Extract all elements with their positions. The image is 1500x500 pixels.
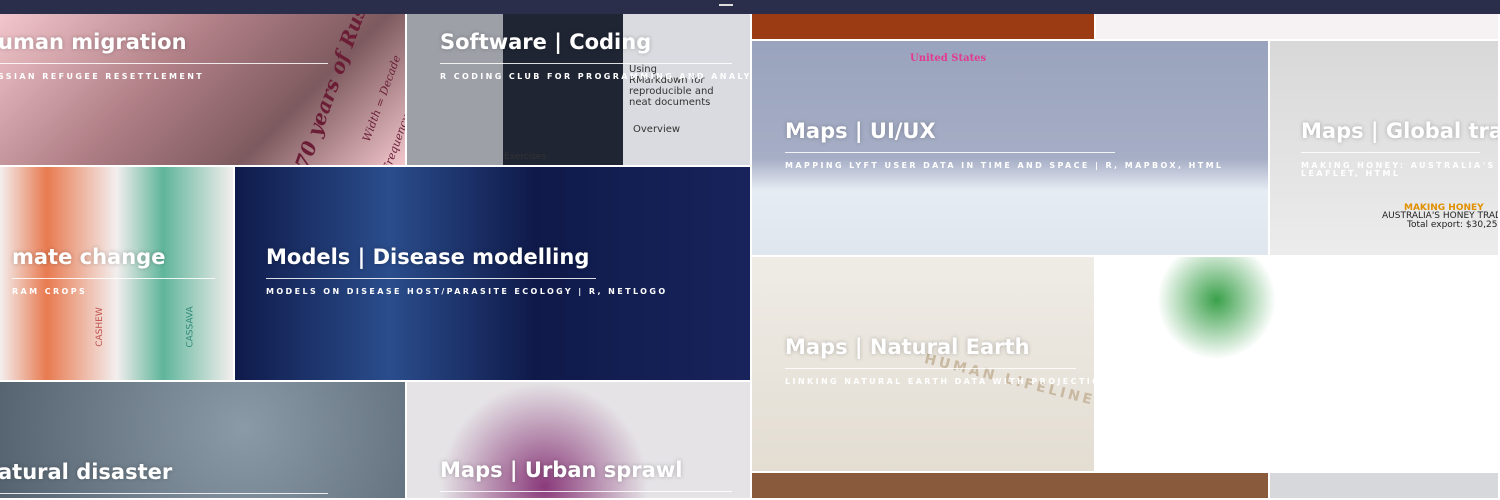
title-rule xyxy=(785,152,1115,153)
title-rule xyxy=(785,368,1076,369)
title-rule xyxy=(0,63,328,64)
tile-title[interactable]: Maps | Natural Earth xyxy=(785,335,1030,359)
project-tile[interactable]: Models | Disease modelling MODELS ON DISE… xyxy=(235,167,752,382)
project-tile[interactable]: Using RMarkdown for reproducible and nea… xyxy=(407,14,752,167)
tile-subtitle: MODELS ON DISEASE HOST/PARASITE ECOLOGY … xyxy=(266,287,668,296)
tile-title[interactable]: Software | Coding xyxy=(440,30,652,54)
tile-title[interactable]: Models | Disease modelling xyxy=(266,245,590,269)
tile-title[interactable]: Maps | Urban sprawl xyxy=(440,458,683,482)
tile-title[interactable]: Maps | UI/UX xyxy=(785,119,936,143)
tile-overlay: Maps | Urban sprawl xyxy=(440,458,732,498)
title-rule xyxy=(12,278,215,279)
image-text: MAKING HONEY xyxy=(1404,203,1484,213)
image-text: AUSTRALIA'S HONEY TRADE, 2017 xyxy=(1382,211,1498,221)
tile-overlay: Models | Disease modelling MODELS ON DISE… xyxy=(266,245,668,296)
project-tile[interactable] xyxy=(1096,14,1500,41)
tile-subtitle: SSIAN REFUGEE RESETTLEMENT xyxy=(0,72,205,81)
image-text: Total export: $30,252,952 xyxy=(1407,220,1498,230)
tile-overlay: atural disaster xyxy=(0,460,328,498)
tile-overlay: Maps | Natural Earth LINKING NATURAL EART… xyxy=(785,335,1094,386)
project-tile[interactable] xyxy=(752,473,1270,500)
image-text: Exercises xyxy=(504,152,547,162)
project-tile[interactable]: United States Maps | UI/UX MAPPING LYFT US… xyxy=(752,41,1270,257)
tile-overlay: mate change RAM CROPS xyxy=(12,245,215,296)
image-text: CASHEW xyxy=(94,307,105,347)
tile-title[interactable]: Maps | Global trade xyxy=(1301,119,1498,143)
tile-overlay: Software | Coding R CODING CLUB FOR PROGR… xyxy=(440,30,752,81)
project-tile[interactable]: CASHEW CASSAVA mate change RAM CROPS xyxy=(0,167,235,382)
project-tile[interactable]: Maps | Urban sprawl xyxy=(407,382,752,500)
title-rule xyxy=(266,278,596,279)
image-text: CASSAVA xyxy=(185,306,196,348)
project-tile[interactable]: LEAFLET, HTML MAKING HONEY AUSTRALIA'S HON… xyxy=(1270,41,1500,257)
tile-overlay: Maps | UI/UX MAPPING LYFT USER DATA IN TI… xyxy=(785,119,1223,170)
project-tile[interactable]: HUMAN LIFELINE Maps | Natural Earth LINKIN… xyxy=(752,257,1096,473)
project-tile[interactable] xyxy=(752,14,1096,41)
menu-icon[interactable] xyxy=(719,4,733,6)
image-text: Using RMarkdown for reproducible and nea… xyxy=(629,64,714,108)
image-text: Overview xyxy=(633,124,681,135)
image-text: United States xyxy=(910,53,987,64)
title-rule xyxy=(440,63,732,64)
tile-subtitle: RAM CROPS xyxy=(12,287,88,296)
top-nav xyxy=(0,0,1500,14)
project-tile[interactable] xyxy=(1270,473,1500,500)
tile-subtitle: MAKING HONEY: AUSTRALIA'S GLOBAL HO xyxy=(1301,161,1498,170)
tile-subtitle: R CODING CLUB FOR PROGRAMMING AND ANALYS… xyxy=(440,72,752,81)
title-rule xyxy=(1301,152,1480,153)
title-rule xyxy=(440,491,732,492)
tile-overlay: uman migration SSIAN REFUGEE RESETTLEMENT xyxy=(0,30,328,81)
tile-title[interactable]: mate change xyxy=(12,245,166,269)
tile-title[interactable]: atural disaster xyxy=(0,460,173,484)
project-tile[interactable]: 70 years of Russian refugee resettlement… xyxy=(0,14,407,167)
image-text: LEAFLET, HTML xyxy=(1301,169,1401,178)
title-rule xyxy=(0,493,328,494)
tile-subtitle: MAPPING LYFT USER DATA IN TIME AND SPACE… xyxy=(785,161,1224,170)
project-tile[interactable]: atural disaster xyxy=(0,382,407,500)
tile-overlay: Maps | Global trade MAKING HONEY: AUSTRAL… xyxy=(1301,119,1498,170)
tile-subtitle: LINKING NATURAL EARTH DATA WITH PROJECTI… xyxy=(785,377,1094,386)
tile-title[interactable]: uman migration xyxy=(0,30,187,54)
project-tile[interactable] xyxy=(1096,257,1500,473)
